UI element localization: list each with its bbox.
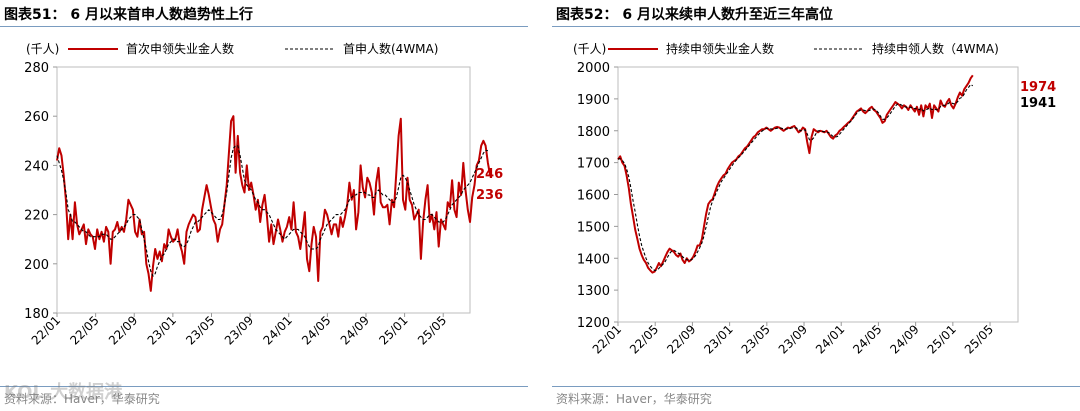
y-tick-label: 200 xyxy=(24,258,49,273)
x-tick-label: 23/05 xyxy=(739,322,773,356)
x-tick-label: 23/05 xyxy=(183,313,217,347)
source-note: 资料来源：Haver，华泰研究 xyxy=(4,392,160,406)
y-tick-label: 260 xyxy=(24,110,49,125)
legend-label: 持续申领人数（4WMA) xyxy=(872,41,999,56)
watermark-logo: KOL 大数据港 xyxy=(4,382,123,403)
y-tick-label: 280 xyxy=(24,61,49,76)
plot-frame xyxy=(617,66,1019,323)
x-tick-label: 23/01 xyxy=(145,313,179,347)
series-line-4wma xyxy=(618,83,974,271)
end-value-label: 236 xyxy=(476,188,503,203)
end-value-label: 1941 xyxy=(1020,96,1056,111)
y-tick-label: 1600 xyxy=(577,189,610,204)
x-tick-label: 23/09 xyxy=(222,313,256,347)
title-rule xyxy=(0,26,528,27)
chart-title: 图表51： 6 月以来首申人数趋势性上行 xyxy=(4,7,253,23)
y-tick-label: 2000 xyxy=(577,61,610,76)
y-tick-label: 1900 xyxy=(577,93,610,108)
x-tick-label: 25/05 xyxy=(415,313,449,347)
x-tick-label: 24/05 xyxy=(850,322,884,356)
legend-label: 首次申领失业金人数 xyxy=(126,41,234,56)
x-tick-label: 22/05 xyxy=(627,322,661,356)
plot-frame xyxy=(56,66,471,314)
x-tick-label: 25/05 xyxy=(962,322,996,356)
x-tick-label: 25/01 xyxy=(376,313,410,347)
source-note: 资料来源：Haver，华泰研究 xyxy=(556,392,712,406)
legend-label: 持续申领失业金人数 xyxy=(666,41,774,56)
x-tick-label: 22/05 xyxy=(67,313,101,347)
y-tick-label: 1400 xyxy=(577,252,610,267)
legend-label: 首申人数(4WMA) xyxy=(343,41,438,56)
y-axis-unit: (千人) xyxy=(573,42,606,56)
y-tick-label: 1200 xyxy=(577,316,610,331)
x-tick-label: 24/09 xyxy=(887,322,921,356)
x-tick-label: 22/09 xyxy=(106,313,140,347)
title-rule xyxy=(552,26,1080,27)
series-line-claims xyxy=(617,74,974,274)
x-tick-label: 24/01 xyxy=(260,313,294,347)
y-tick-label: 1800 xyxy=(577,125,610,140)
x-tick-label: 23/09 xyxy=(776,322,810,356)
end-value-label: 1974 xyxy=(1020,80,1056,95)
chart-title: 图表52： 6 月以来续申人数升至近三年高位 xyxy=(556,7,833,23)
source-rule xyxy=(552,386,1080,387)
x-tick-label: 23/01 xyxy=(701,322,735,356)
y-tick-label: 1300 xyxy=(577,284,610,299)
series-line-claims xyxy=(56,115,492,292)
x-tick-label: 24/09 xyxy=(338,313,372,347)
source-rule xyxy=(0,386,528,387)
x-tick-label: 24/01 xyxy=(813,322,847,356)
y-tick-label: 220 xyxy=(24,209,49,224)
series-line-4wma xyxy=(56,145,488,277)
x-tick-label: 22/09 xyxy=(664,322,698,356)
x-tick-label: 24/05 xyxy=(299,313,333,347)
y-axis-unit: (千人) xyxy=(26,42,59,56)
y-tick-label: 240 xyxy=(24,159,49,174)
end-value-label: 246 xyxy=(476,167,503,182)
continuing-claims-chart: (千人) 1200 1300 1400 1500 1600 1700 1800 1900 2000… xyxy=(573,41,1056,357)
chart-panel-continuing-claims: 图表52： 6 月以来续申人数升至近三年高位 (千人) 1200 1300 1400 1… xyxy=(552,0,1080,411)
y-tick-label: 1700 xyxy=(577,157,610,172)
x-tick-label: 25/01 xyxy=(925,322,959,356)
y-tick-label: 180 xyxy=(24,307,49,322)
chart-panel-initial-claims: 图表51： 6 月以来首申人数趋势性上行 (千人) 180 200 220 240 260… xyxy=(0,0,528,411)
y-tick-label: 1500 xyxy=(577,220,610,235)
